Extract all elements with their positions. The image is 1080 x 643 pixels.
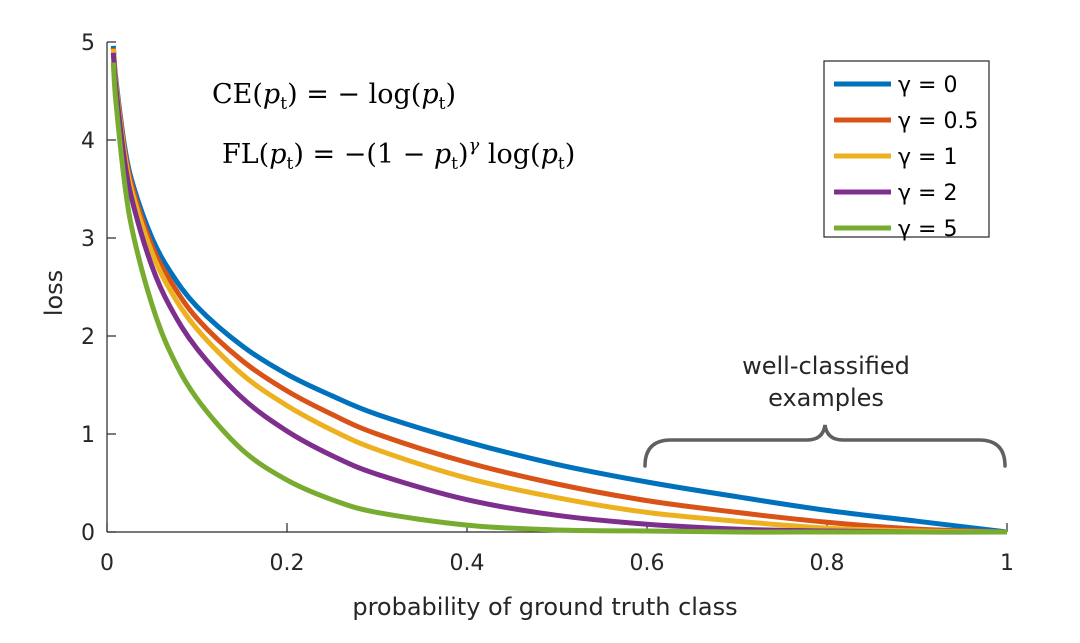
x-tick-labels: 0 0.2 0.4 0.6 0.8 1	[100, 551, 1014, 576]
x-tick-label: 0	[100, 551, 114, 576]
series-line-gamma-5	[110, 62, 1007, 535]
well-classified-annotation: well-classified examples	[643, 352, 1007, 468]
legend-label: γ = 5	[898, 217, 957, 242]
fl-arg: p	[269, 139, 286, 170]
legend-label: γ = 0.5	[898, 109, 978, 134]
fl-rhs-prefix: = −(1 −	[312, 139, 433, 170]
ce-fn: CE	[212, 79, 252, 110]
y-tick-label: 1	[81, 423, 95, 448]
y-tick-label: 3	[81, 227, 95, 252]
fl-exponent: γ	[469, 135, 480, 156]
x-axis-label: probability of ground truth class	[352, 593, 737, 621]
series-lines	[110, 45, 1008, 535]
x-tick-label: 0.8	[810, 551, 845, 576]
y-tick-label: 0	[81, 521, 95, 546]
annotation-line-1: well-classified	[742, 352, 910, 380]
x-tick-label: 1	[1000, 551, 1014, 576]
svg-text:FL(pt) = −(1 − pt)γ log(pt): FL(pt) = −(1 − pt)γ log(pt)	[222, 135, 575, 174]
legend-box	[823, 60, 990, 238]
y-tick-label: 4	[81, 129, 95, 154]
y-axis-label: loss	[40, 270, 68, 316]
legend: γ = 0 γ = 0.5 γ = 1 γ = 2 γ = 5	[823, 60, 990, 242]
svg-text:CE(pt) = − log(pt): CE(pt) = − log(pt)	[212, 79, 456, 114]
legend-label: γ = 1	[898, 145, 957, 170]
y-tick-labels: 0 1 2 3 4 5	[81, 31, 95, 546]
y-tick-label: 5	[81, 31, 95, 56]
curly-brace	[643, 424, 1007, 468]
fl-fn: FL	[222, 139, 259, 170]
legend-label: γ = 2	[898, 181, 957, 206]
x-tick-label: 0.4	[450, 551, 485, 576]
x-tick-label: 0.6	[630, 551, 665, 576]
ce-sub: t	[280, 94, 287, 114]
fl-equation: FL(pt) = −(1 − pt)γ log(pt)	[222, 135, 575, 174]
x-tick-label: 0.2	[270, 551, 305, 576]
ce-rhs-prefix: = − log(	[306, 79, 421, 110]
ce-equation: CE(pt) = − log(pt)	[212, 79, 456, 114]
ce-arg: p	[263, 79, 280, 110]
y-tick-label: 2	[81, 325, 95, 350]
annotation-line-2: examples	[768, 384, 884, 412]
legend-label: γ = 0	[898, 73, 957, 98]
